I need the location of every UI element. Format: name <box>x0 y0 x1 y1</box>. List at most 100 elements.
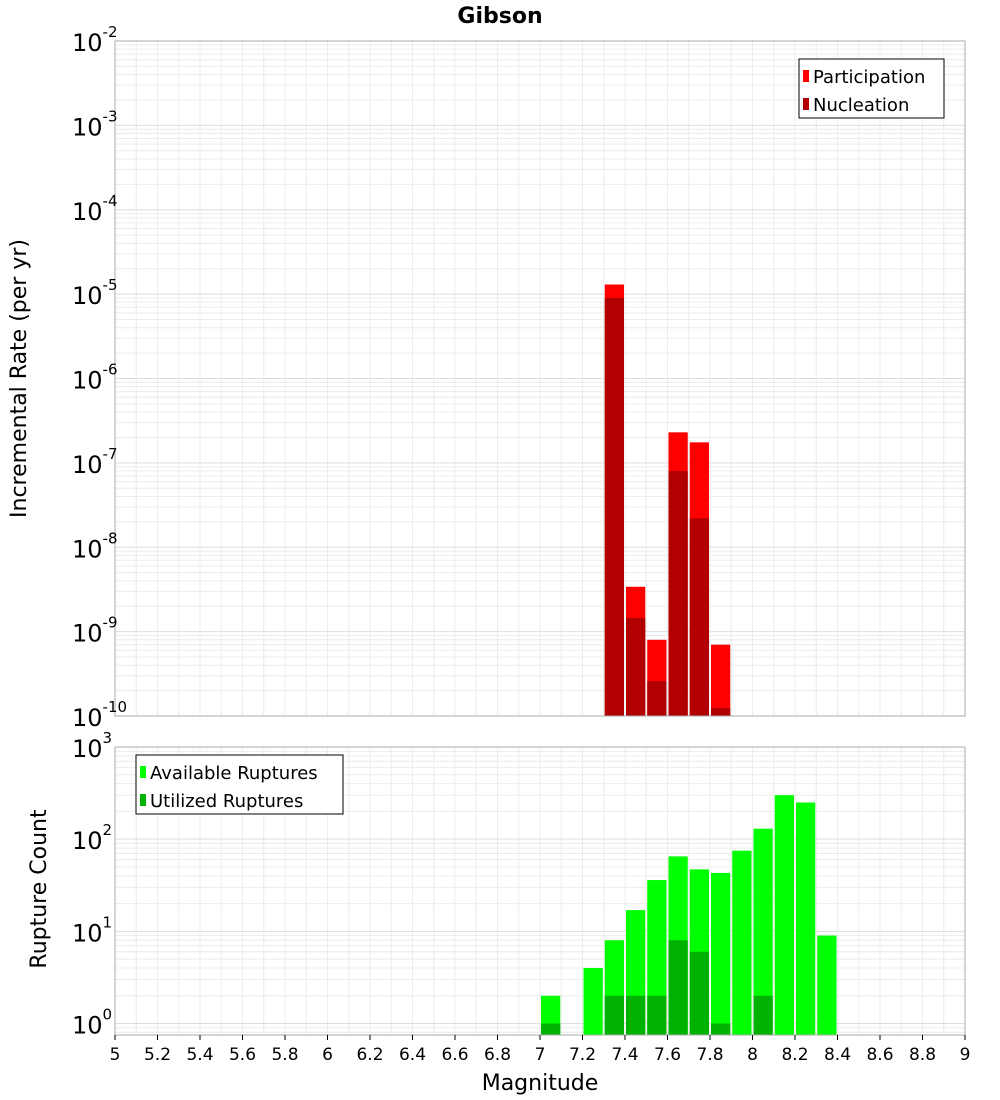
y-tick-label: 100 <box>72 1005 112 1039</box>
x-tick-label: 7.6 <box>654 1045 681 1065</box>
y-tick-label: 10-7 <box>72 445 118 479</box>
bar-utilized-ruptures <box>604 995 624 1035</box>
x-tick-label: 7 <box>535 1045 546 1065</box>
y-tick-label: 102 <box>72 821 112 855</box>
bar-nucleation <box>711 707 731 716</box>
legend-swatch <box>140 794 146 806</box>
legend-entry: Utilized Ruptures <box>150 791 303 812</box>
legend-swatch <box>803 98 809 110</box>
legend-swatch <box>803 70 809 82</box>
x-tick-label: 7.8 <box>696 1045 723 1065</box>
x-tick-label: 8.4 <box>824 1045 851 1065</box>
y-tick-label: 10-2 <box>72 23 118 57</box>
bar-nucleation <box>668 471 688 716</box>
x-tick-label: 5 <box>110 1045 121 1065</box>
chart-title: Gibson <box>457 4 542 29</box>
x-tick-label: 6.8 <box>484 1045 511 1065</box>
y-tick-label: 10-5 <box>72 276 118 310</box>
x-tick-label: 8.6 <box>866 1045 893 1065</box>
x-tick-label: 7.4 <box>611 1045 638 1065</box>
x-tick-label: 8.2 <box>781 1045 808 1065</box>
bar-available-ruptures <box>774 795 794 1035</box>
x-axis-label: Magnitude <box>482 1071 599 1096</box>
x-tick-label: 6.6 <box>441 1045 468 1065</box>
bar-available-ruptures <box>732 850 752 1035</box>
legend-swatch <box>140 766 146 778</box>
y-tick-exponent: 1 <box>103 913 113 931</box>
bar-utilized-ruptures <box>668 940 688 1035</box>
y-tick-base: 10 <box>72 451 103 479</box>
count-plot-grid <box>114 746 966 1035</box>
y-tick-label: 101 <box>72 913 112 947</box>
count-plot-bars <box>541 795 837 1035</box>
bar-utilized-ruptures <box>626 995 646 1035</box>
x-tick-label: 7.2 <box>569 1045 596 1065</box>
bar-available-ruptures <box>817 935 837 1035</box>
y-tick-label: 10-9 <box>72 614 118 648</box>
x-tick-label: 5.2 <box>144 1045 171 1065</box>
y-tick-base: 10 <box>72 735 103 763</box>
y-tick-exponent: -3 <box>103 107 118 125</box>
y-tick-base: 10 <box>72 919 103 947</box>
y-tick-base: 10 <box>72 113 103 141</box>
y-tick-base: 10 <box>72 704 103 732</box>
y-tick-label: 10-3 <box>72 107 118 141</box>
rate-plot-legend: Participation Nucleation <box>798 58 945 119</box>
x-tick-label: 5.6 <box>229 1045 256 1065</box>
legend-entry: Available Ruptures <box>150 763 318 784</box>
y-tick-base: 10 <box>72 198 103 226</box>
y-tick-base: 10 <box>72 29 103 57</box>
x-tick-label: 5.8 <box>271 1045 298 1065</box>
y-tick-exponent: -7 <box>103 445 118 463</box>
legend-box <box>135 754 344 815</box>
legend-box <box>798 58 945 119</box>
y-tick-base: 10 <box>72 282 103 310</box>
x-tick-label: 8.8 <box>909 1045 936 1065</box>
bar-available-ruptures <box>711 872 731 1035</box>
rate-plot-grid <box>114 40 966 717</box>
bar-available-ruptures <box>753 828 773 1035</box>
y-tick-exponent: 3 <box>103 729 113 747</box>
legend-entry: Participation <box>813 67 925 88</box>
x-tick-label: 6.4 <box>399 1045 426 1065</box>
y-tick-base: 10 <box>72 620 103 648</box>
count-plot-y-axis-label: Rupture Count <box>27 809 52 969</box>
x-tick-label: 9 <box>960 1045 971 1065</box>
y-tick-label: 10-10 <box>72 698 127 732</box>
y-tick-exponent: -5 <box>103 276 118 294</box>
y-tick-label: 10-6 <box>72 361 118 395</box>
y-tick-exponent: -10 <box>103 698 128 716</box>
y-tick-label: 10-4 <box>72 192 118 226</box>
y-tick-exponent: 0 <box>103 1005 113 1023</box>
y-tick-base: 10 <box>72 1011 103 1039</box>
bar-nucleation <box>626 618 646 716</box>
bar-utilized-ruptures <box>541 1023 561 1035</box>
rate-plot-bars <box>604 284 731 716</box>
x-axis-ticks: 5 5.2 5.4 5.6 5.8 6 6.2 6.4 6.6 6.8 7 7.2 7.4 7.6 7.8 8… <box>110 1035 971 1065</box>
y-tick-exponent: 2 <box>103 821 113 839</box>
y-tick-label: 10-8 <box>72 529 118 563</box>
bar-utilized-ruptures <box>711 1023 731 1035</box>
x-tick-label: 5.4 <box>186 1045 213 1065</box>
bar-utilized-ruptures <box>689 951 709 1035</box>
bar-nucleation <box>604 297 624 716</box>
x-tick-label: 6 <box>322 1045 333 1065</box>
y-tick-label: 103 <box>72 729 112 763</box>
bar-nucleation <box>647 680 667 716</box>
bar-available-ruptures <box>796 802 816 1035</box>
y-tick-base: 10 <box>72 535 103 563</box>
y-tick-exponent: -6 <box>103 361 118 379</box>
bar-utilized-ruptures <box>647 995 667 1035</box>
x-tick-label: 6.2 <box>356 1045 383 1065</box>
bar-participation <box>711 644 731 716</box>
bar-available-ruptures <box>583 967 603 1035</box>
bar-nucleation <box>689 518 709 716</box>
rate-plot-frame <box>114 40 966 717</box>
y-tick-exponent: -4 <box>103 192 118 210</box>
y-tick-exponent: -2 <box>103 23 118 41</box>
